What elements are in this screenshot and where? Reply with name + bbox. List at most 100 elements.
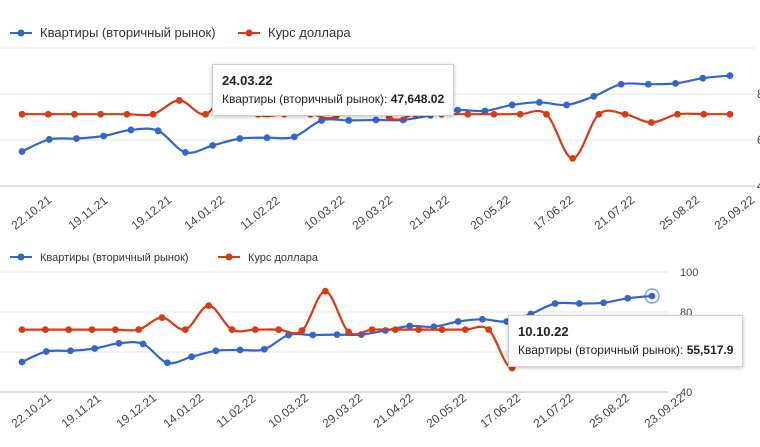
x-tick-label: 29.03.22: [320, 391, 366, 431]
data-point: [88, 326, 96, 333]
data-point: [563, 101, 571, 109]
data-point: [91, 345, 99, 352]
data-point: [275, 326, 283, 333]
legend-swatch-dot: [225, 253, 233, 261]
data-point: [18, 110, 26, 118]
data-point: [127, 126, 135, 134]
x-tick-label: 19.11.21: [66, 193, 111, 232]
data-point: [18, 358, 26, 366]
x-tick-label: 14.01.22: [182, 193, 228, 233]
data-point: [508, 101, 516, 109]
data-point: [575, 300, 583, 307]
hover-ring: [644, 288, 660, 304]
y-tick-label: 6: [757, 133, 760, 147]
data-point: [298, 327, 306, 334]
data-point: [212, 347, 220, 355]
data-point: [674, 110, 681, 118]
data-point: [415, 326, 423, 333]
data-point: [115, 339, 123, 347]
data-point: [516, 110, 524, 118]
data-point: [726, 72, 734, 79]
data-point: [18, 326, 26, 333]
data-point: [454, 318, 462, 325]
x-tick-label: 10.03.22: [266, 391, 312, 431]
x-tick-label: 11.02.22: [214, 391, 259, 430]
data-point: [438, 326, 446, 333]
data-point: [569, 155, 577, 162]
data-point: [461, 326, 469, 333]
x-tick-label: 19.12.21: [129, 193, 175, 233]
data-point: [188, 353, 196, 361]
x-tick-label: 11.02.22: [238, 193, 283, 232]
data-point: [490, 110, 498, 118]
legend-swatch-dot: [245, 29, 253, 37]
data-point: [236, 346, 244, 354]
chart-2-tooltip-date: 10.10.22: [518, 324, 569, 339]
data-point: [44, 110, 52, 118]
data-point: [163, 359, 171, 367]
data-point: [181, 148, 189, 156]
data-point: [175, 97, 183, 104]
data-point: [158, 314, 166, 321]
data-point: [368, 326, 376, 333]
data-point: [699, 74, 707, 82]
data-point: [648, 292, 656, 300]
data-point: [345, 117, 353, 124]
data-point: [391, 326, 399, 333]
x-tick-label: 25.08.22: [587, 391, 633, 431]
data-point: [406, 322, 414, 330]
data-point: [644, 80, 652, 88]
legend-label: Квартиры (вторичный рынок): [40, 252, 189, 264]
x-tick-label: 23.09.22: [712, 193, 758, 233]
data-point: [65, 326, 73, 333]
data-point: [595, 110, 603, 118]
data-point: [700, 110, 708, 118]
data-point: [464, 110, 472, 118]
legend-label: Курс доллара: [268, 25, 351, 40]
chart-2-tooltip: 10.10.22 Квартиры (вторичный рынок): 55,…: [508, 315, 744, 367]
data-point: [67, 347, 74, 355]
chart-1-tooltip-date: 24.03.22: [222, 73, 273, 88]
data-point: [624, 294, 632, 302]
x-tick-label: 21.07.22: [531, 391, 577, 431]
x-tick-label: 29.03.22: [350, 193, 396, 233]
data-point: [100, 132, 108, 140]
data-point: [154, 127, 162, 135]
data-point: [345, 328, 353, 336]
x-tick-label: 21.04.22: [407, 193, 453, 233]
data-point: [123, 110, 131, 118]
data-point: [454, 106, 462, 114]
x-tick-label: 23.09.22: [642, 391, 688, 431]
data-point: [617, 80, 625, 88]
x-tick-label: 19.12.21: [114, 391, 160, 431]
data-point: [236, 135, 244, 142]
data-point: [600, 299, 607, 307]
data-point: [372, 116, 380, 124]
data-point: [263, 134, 271, 142]
data-point: [205, 302, 213, 309]
legend-label: Курс доллара: [248, 252, 319, 264]
x-tick-label: 17.06.22: [478, 391, 524, 431]
data-point: [41, 326, 49, 333]
chart-1-tooltip-value: 47,648.02: [390, 92, 445, 106]
data-point: [478, 315, 486, 323]
data-point: [18, 148, 26, 155]
data-point: [45, 136, 53, 143]
chart-2-tooltip-value: 55,517.9: [686, 343, 734, 357]
x-tick-label: 22.10.21: [9, 193, 55, 233]
data-point: [139, 340, 147, 348]
x-tick-label: 14.01.22: [161, 391, 207, 431]
data-point: [726, 110, 734, 118]
data-point: [42, 348, 50, 355]
data-point: [290, 133, 298, 141]
x-tick-label: 22.10.21: [9, 391, 55, 431]
data-point: [590, 92, 598, 100]
x-tick-label: 21.07.22: [592, 193, 638, 233]
data-point: [621, 110, 629, 118]
data-point: [481, 107, 489, 115]
x-tick-label: 20.05.22: [468, 193, 514, 233]
data-point: [202, 110, 209, 118]
data-point: [647, 119, 655, 126]
data-point: [149, 110, 157, 118]
data-point: [551, 300, 559, 307]
